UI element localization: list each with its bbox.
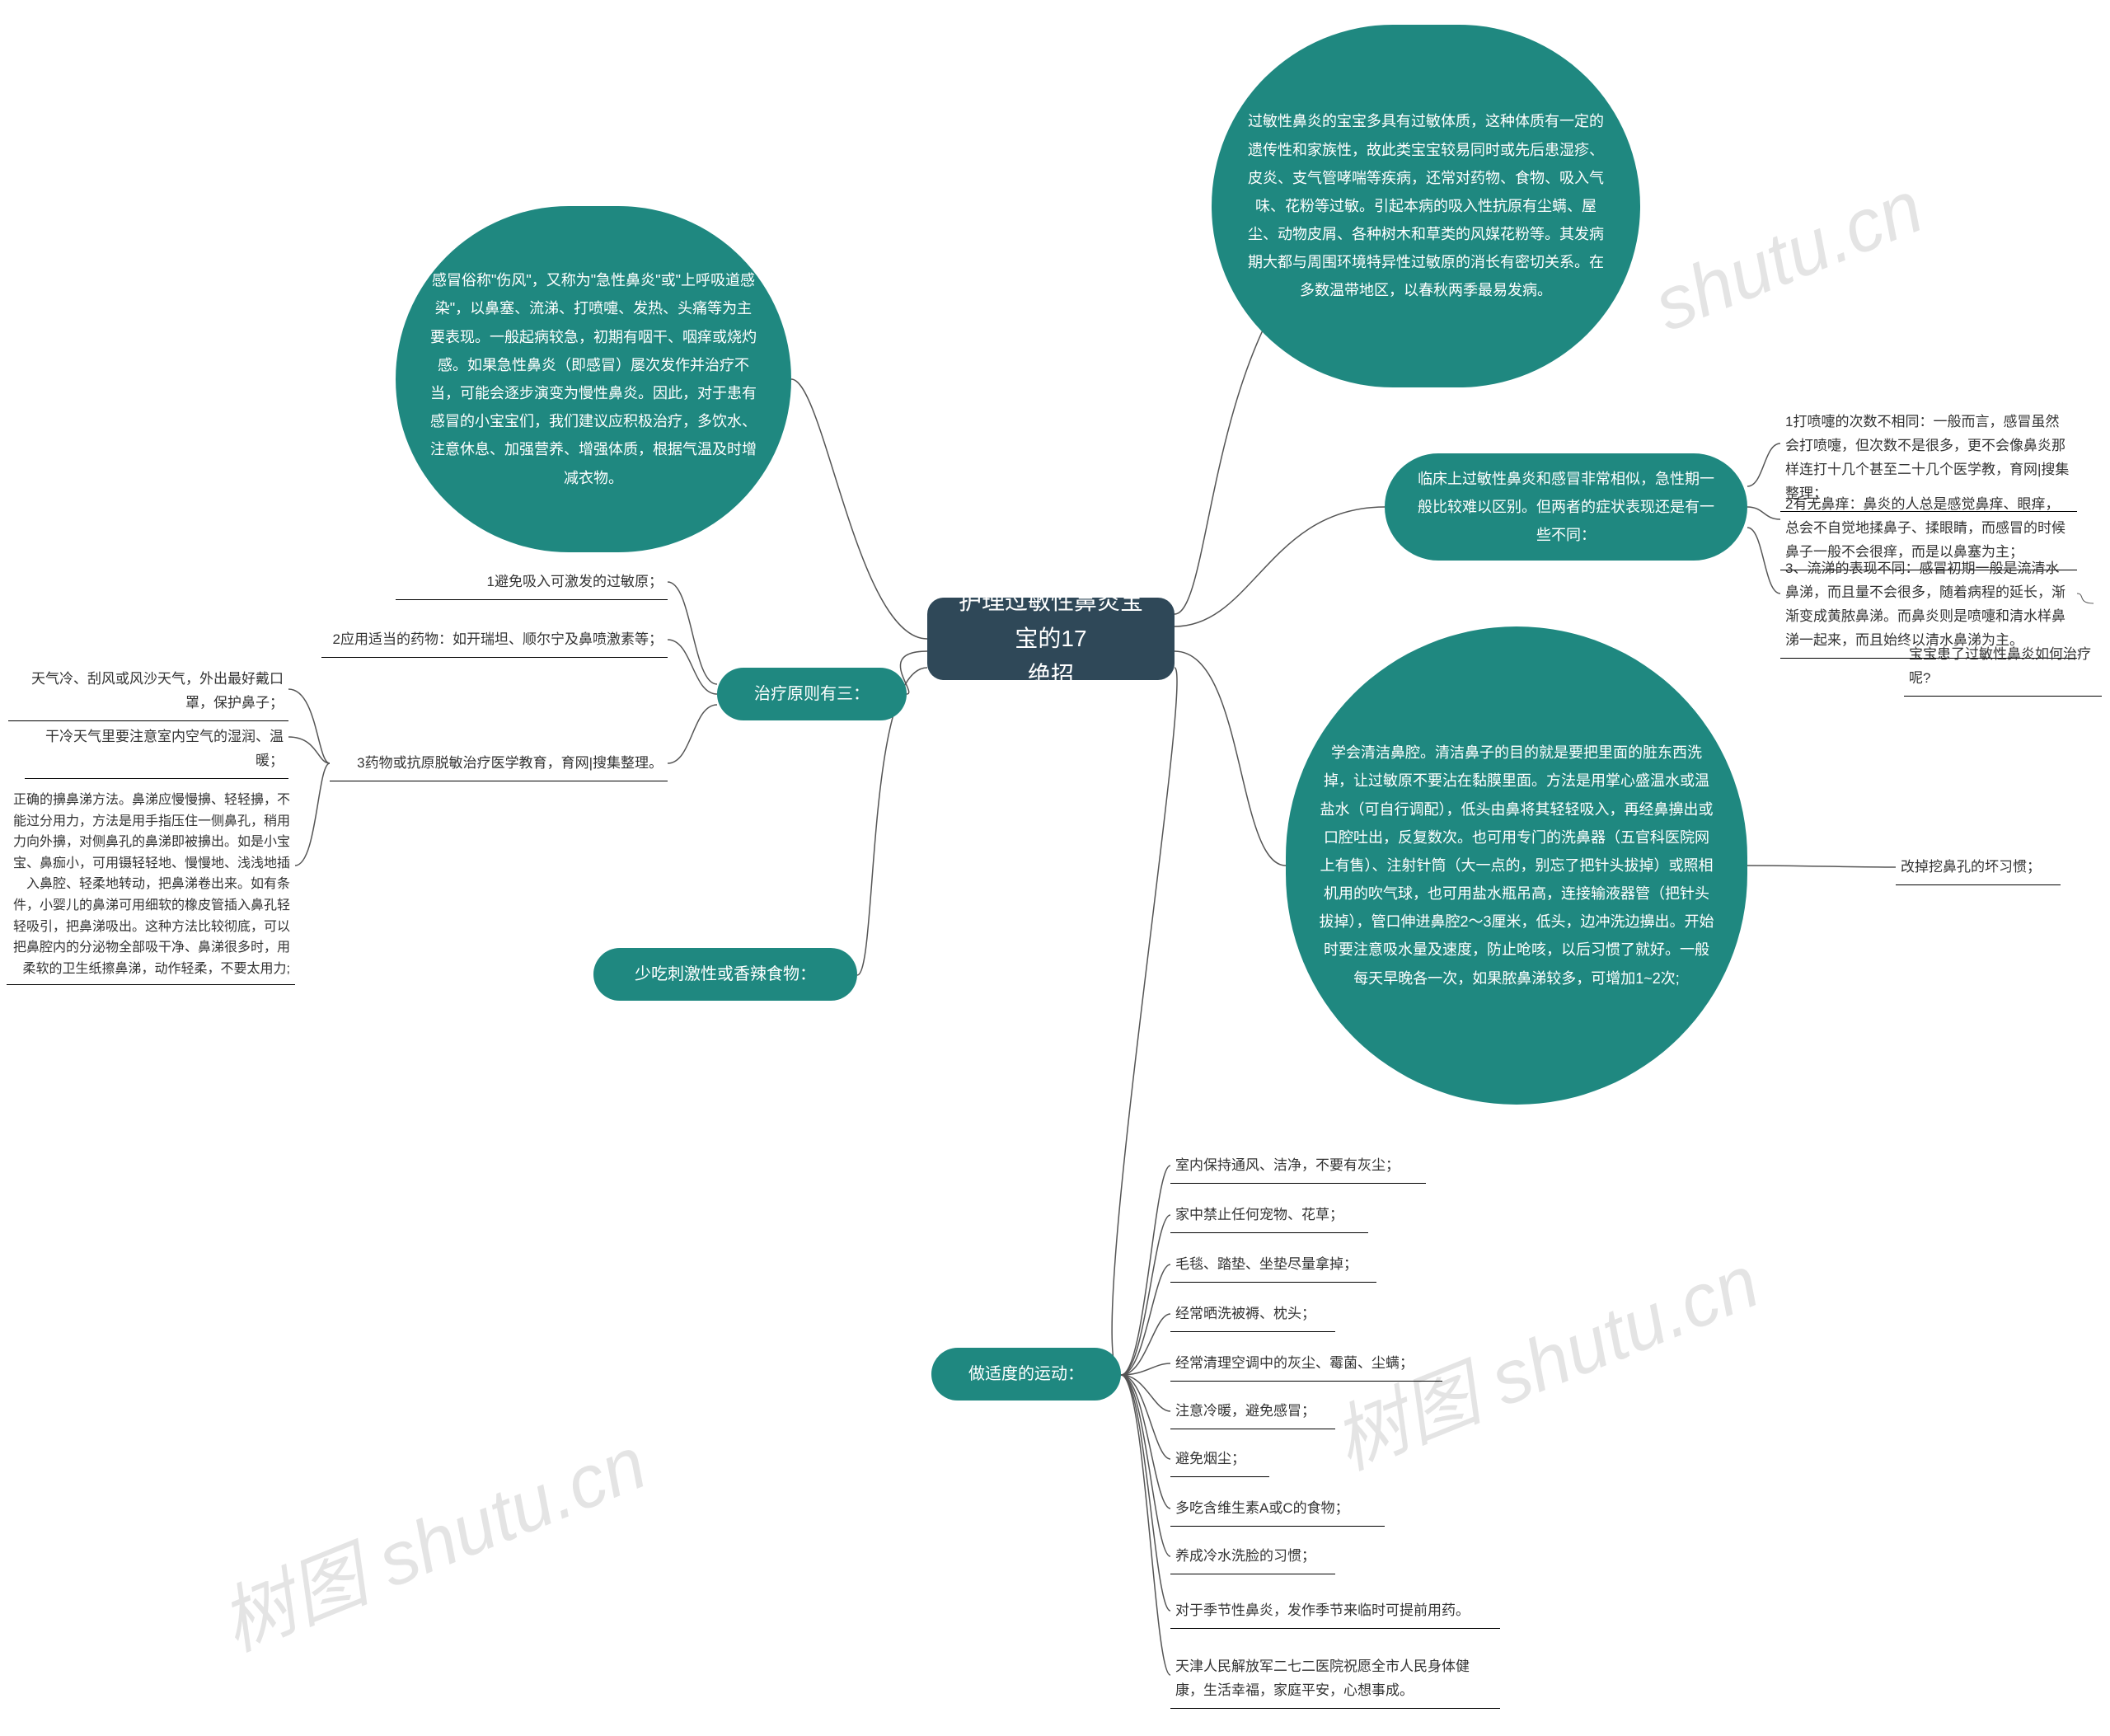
leaf-treat-1[interactable]: 2应用适当的药物：如开瑞坦、顺尔宁及鼻喷激素等； <box>321 628 668 658</box>
leaf-diff-tail[interactable]: 宝宝患了过敏性鼻炎如何治疗呢? <box>1904 643 2102 697</box>
leaf-ex-9[interactable]: 对于季节性鼻炎，发作季节来临时可提前用药。 <box>1170 1599 1500 1629</box>
pill-diff[interactable]: 临床上过敏性鼻炎和感冒非常相似，急性期一般比较难以区别。但两者的症状表现还是有一… <box>1385 453 1747 561</box>
leaf-treat-sub-0[interactable]: 天气冷、刮风或风沙天气，外出最好戴口罩，保护鼻子； <box>8 668 288 721</box>
watermark: shutu.cn <box>1643 165 1934 349</box>
leaf-clean-tail[interactable]: 改掉挖鼻孔的坏习惯； <box>1896 856 2061 885</box>
pill-diff-text: 临床上过敏性鼻炎和感冒非常相似，急性期一般比较难以区别。但两者的症状表现还是有一… <box>1418 465 1714 550</box>
pill-treat-label: 治疗原则有三： <box>754 678 870 710</box>
root-label: 护理过敏性鼻炎宝宝的17绝招 <box>952 584 1150 694</box>
pill-clean-text: 学会清洁鼻腔。清洁鼻子的目的就是要把里面的脏东西洗掉，让过敏原不要沾在黏膜里面。… <box>1319 739 1714 992</box>
root-node[interactable]: 护理过敏性鼻炎宝宝的17绝招 <box>927 598 1175 680</box>
leaf-ex-0[interactable]: 室内保持通风、洁净，不要有灰尘； <box>1170 1154 1426 1184</box>
leaf-ex-10[interactable]: 天津人民解放军二七二医院祝愿全市人民身体健康，生活幸福，家庭平安，心想事成。 <box>1170 1655 1500 1709</box>
mindmap-stage: 树图 shutu.cn 树图 shutu.cn shutu.cn 护理过敏性鼻炎… <box>0 0 2110 1736</box>
leaf-ex-7[interactable]: 多吃含维生素A或C的食物； <box>1170 1497 1385 1527</box>
pill-clean[interactable]: 学会清洁鼻腔。清洁鼻子的目的就是要把里面的脏东西洗掉，让过敏原不要沾在黏膜里面。… <box>1286 626 1747 1105</box>
edge-layer <box>0 0 2110 1736</box>
pill-cold[interactable]: 感冒俗称"伤风"，又称为"急性鼻炎"或"上呼吸道感染"，以鼻塞、流涕、打喷嚏、发… <box>396 206 791 552</box>
leaf-ex-4[interactable]: 经常清理空调中的灰尘、霉菌、尘螨； <box>1170 1352 1442 1382</box>
leaf-treat-0[interactable]: 1避免吸入可激发的过敏原； <box>396 570 668 600</box>
pill-exercise[interactable]: 做适度的运动： <box>931 1348 1121 1401</box>
pill-spicy[interactable]: 少吃刺激性或香辣食物： <box>593 948 857 1001</box>
leaf-treat-sub-1[interactable]: 干冷天气里要注意室内空气的湿润、温暖； <box>25 725 288 779</box>
leaf-ex-5[interactable]: 注意冷暖，避免感冒； <box>1170 1400 1335 1429</box>
pill-allergy-text: 过敏性鼻炎的宝宝多具有过敏体质，这种体质有一定的遗传性和家族性，故此类宝宝较易同… <box>1245 107 1607 304</box>
pill-spicy-label: 少吃刺激性或香辣食物： <box>635 959 816 990</box>
leaf-ex-2[interactable]: 毛毯、踏垫、坐垫尽量拿掉； <box>1170 1253 1376 1283</box>
leaf-ex-6[interactable]: 避免烟尘； <box>1170 1447 1269 1477</box>
pill-treat[interactable]: 治疗原则有三： <box>717 668 907 720</box>
watermark: 树图 shutu.cn <box>203 1404 659 1672</box>
leaf-treat-sub-2[interactable]: 正确的擤鼻涕方法。鼻涕应慢慢擤、轻轻擤，不能过分用力，方法是用手指压住一侧鼻孔，… <box>7 790 295 985</box>
leaf-ex-3[interactable]: 经常晒洗被褥、枕头； <box>1170 1302 1335 1332</box>
pill-allergy[interactable]: 过敏性鼻炎的宝宝多具有过敏体质，这种体质有一定的遗传性和家族性，故此类宝宝较易同… <box>1212 25 1640 387</box>
leaf-ex-1[interactable]: 家中禁止任何宠物、花草； <box>1170 1203 1368 1233</box>
leaf-ex-8[interactable]: 养成冷水洗脸的习惯； <box>1170 1545 1335 1574</box>
pill-exercise-label: 做适度的运动： <box>968 1358 1084 1390</box>
pill-cold-text: 感冒俗称"伤风"，又称为"急性鼻炎"或"上呼吸道感染"，以鼻塞、流涕、打喷嚏、发… <box>429 266 758 492</box>
leaf-treat-2[interactable]: 3药物或抗原脱敏治疗医学教育，育网|搜集整理。 <box>330 752 668 781</box>
